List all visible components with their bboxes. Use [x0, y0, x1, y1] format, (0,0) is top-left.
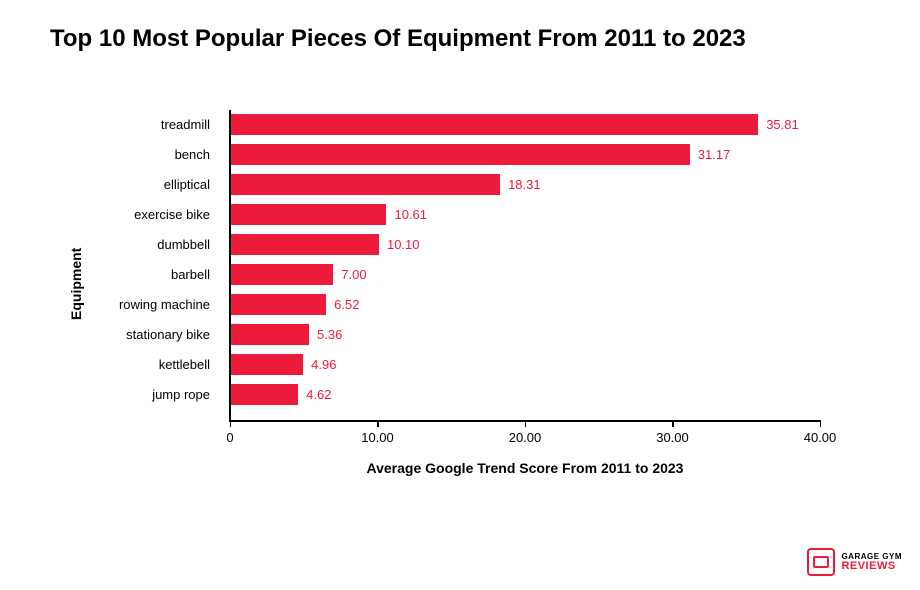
bar [230, 234, 379, 255]
chart-title: Top 10 Most Popular Pieces Of Equipment … [50, 24, 850, 54]
category-label: elliptical [50, 177, 210, 192]
category-label: dumbbell [50, 237, 210, 252]
x-tick [525, 420, 527, 427]
bar [230, 354, 303, 375]
bar [230, 204, 386, 225]
value-label: 10.61 [394, 207, 427, 222]
value-label: 7.00 [341, 267, 366, 282]
category-label: kettlebell [50, 357, 210, 372]
chart-area: Equipment treadmill35.81bench31.17ellipt… [50, 110, 870, 470]
bar [230, 264, 333, 285]
plot-region: treadmill 35.81 bench 31.17 elliptical 18.31 e… [50, 110, 880, 480]
bar [230, 324, 309, 345]
bar [230, 114, 758, 135]
x-tick [377, 420, 379, 427]
x-tick [230, 420, 232, 427]
value-label: 31.17 [698, 147, 731, 162]
y-axis-line [229, 110, 231, 420]
logo-line2: REVIEWS [841, 561, 902, 572]
logo-text: GARAGE GYM REVIEWS [841, 553, 902, 572]
bar [230, 144, 690, 165]
value-label: 10.10 [387, 237, 420, 252]
x-tick-label: 40.00 [790, 430, 850, 445]
bar [230, 384, 298, 405]
logo-icon-inner [813, 556, 829, 568]
brand-logo: GARAGE GYM REVIEWS [807, 548, 902, 576]
x-tick-label: 10.00 [348, 430, 408, 445]
logo-icon [807, 548, 835, 576]
value-label: 35.81 [766, 117, 799, 132]
bar [230, 174, 500, 195]
x-tick [672, 420, 674, 427]
value-label: 18.31 [508, 177, 541, 192]
value-label: 4.62 [306, 387, 331, 402]
category-label: treadmill [50, 117, 210, 132]
value-label: 5.36 [317, 327, 342, 342]
category-label: exercise bike [50, 207, 210, 222]
value-label: 4.96 [311, 357, 336, 372]
x-tick-label: 30.00 [643, 430, 703, 445]
category-label: stationary bike [50, 327, 210, 342]
category-label: barbell [50, 267, 210, 282]
x-tick-label: 0 [200, 430, 260, 445]
category-label: bench [50, 147, 210, 162]
bar [230, 294, 326, 315]
x-axis-title: Average Google Trend Score From 2011 to … [230, 460, 820, 476]
category-label: rowing machine [50, 297, 210, 312]
x-tick-label: 20.00 [495, 430, 555, 445]
value-label: 6.52 [334, 297, 359, 312]
x-tick [820, 420, 822, 427]
category-label: jump rope [50, 387, 210, 402]
